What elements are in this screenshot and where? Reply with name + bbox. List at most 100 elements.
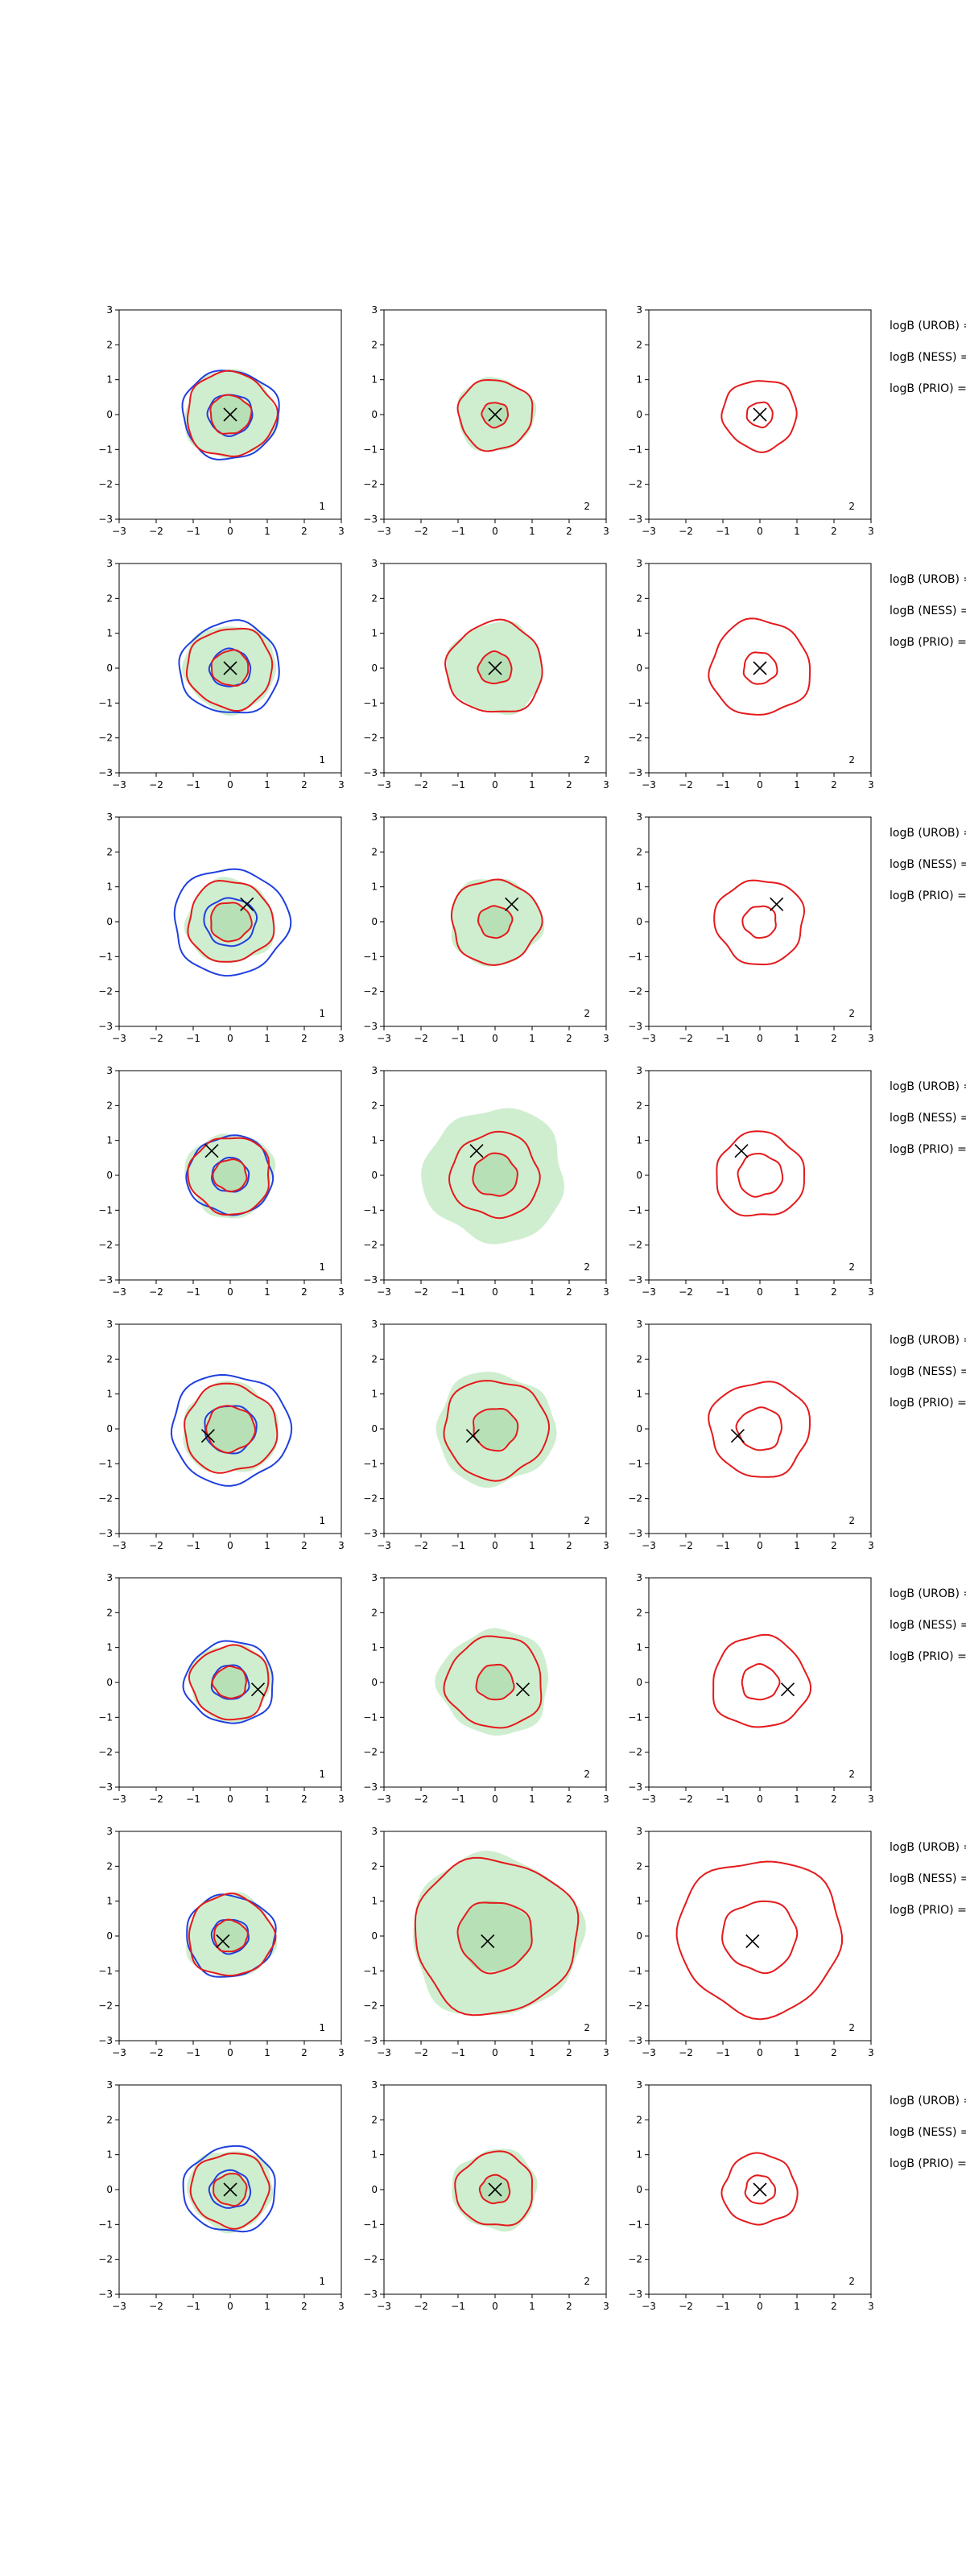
x-tick-label: 1	[529, 1033, 535, 1044]
x-tick-label: −3	[112, 779, 126, 791]
truth-marker	[753, 661, 767, 675]
y-tick-label: 3	[106, 1319, 113, 1330]
red-contour	[184, 1382, 279, 1474]
x-tick-label: −2	[679, 1540, 693, 1551]
x-tick-label: −2	[149, 1794, 163, 1805]
x-tick-label: −2	[679, 2301, 693, 2312]
panel-index-label: 2	[848, 1008, 855, 1019]
panel-r6-c3: −3−3 −2 −2 −1 −1 0 0 1 1 2 2 3 3 2	[628, 1572, 874, 1805]
y-tick-label: −3	[363, 1528, 378, 1539]
y-tick-label: −3	[363, 2289, 378, 2300]
x-tick-label: 3	[868, 2301, 874, 2312]
y-tick-label: 3	[636, 2079, 642, 2091]
panel-index-label: 2	[584, 1515, 590, 1526]
y-tick-label: −3	[363, 1021, 378, 1032]
x-tick-label: −1	[716, 2047, 730, 2058]
y-tick-label: 3	[106, 304, 113, 316]
x-tick-label: 0	[492, 1794, 498, 1805]
x-tick-label: −2	[414, 1794, 428, 1805]
x-tick-label: −1	[451, 1794, 465, 1805]
x-tick-label: −1	[451, 1286, 465, 1298]
y-tick-label: −2	[363, 2000, 378, 2012]
truth-marker	[515, 1682, 530, 1697]
y-tick-label: 1	[106, 1896, 113, 1907]
y-tick-label: 2	[636, 1100, 642, 1111]
logb-legend-line: logB (UROB) =	[890, 1080, 966, 1093]
axes-frame	[648, 1323, 872, 1534]
x-tick-label: −1	[186, 2047, 200, 2058]
x-tick-label: 1	[794, 526, 800, 537]
y-tick-label: −2	[628, 1493, 642, 1505]
red-contour	[708, 617, 811, 716]
y-tick-label: 0	[636, 1677, 642, 1688]
logb-legend-line: logB (PRIO) =	[890, 1143, 966, 1156]
panel-r5-c3: −3−3 −2 −2 −1 −1 0 0 1 1 2 2 3 3 2	[628, 1319, 874, 1551]
red-contour	[745, 401, 774, 429]
y-tick-label: −2	[363, 2254, 378, 2265]
red-contour	[720, 380, 798, 453]
y-tick-label: −3	[628, 514, 642, 525]
logb-legend-line: logB (PRIO) =	[890, 1650, 966, 1663]
x-tick-label: 1	[264, 2047, 270, 2058]
truth-marker	[488, 2182, 502, 2197]
panel-index-label: 1	[319, 754, 325, 766]
panel-r6-c2: −3−3 −2 −2 −1 −1 0 0 1 1 2 2 3 3 2	[363, 1572, 609, 1805]
x-tick-label: −1	[186, 1794, 200, 1805]
x-tick-label: −3	[642, 1033, 656, 1044]
x-tick-label: −1	[716, 1540, 730, 1551]
y-tick-label: −3	[628, 2035, 642, 2046]
red-contour	[473, 1407, 519, 1452]
y-tick-label: −2	[98, 479, 113, 490]
red-contour	[209, 394, 253, 435]
x-tick-label: 0	[227, 526, 233, 537]
blue-contour	[208, 2169, 252, 2209]
x-tick-label: −3	[112, 526, 126, 537]
panel-r5-c2: −3−3 −2 −2 −1 −1 0 0 1 1 2 2 3 3 2	[363, 1319, 609, 1551]
logb-legend-line: logB (PRIO) =	[890, 382, 966, 395]
y-tick-label: 3	[636, 1065, 642, 1076]
posterior-core-fill	[473, 1408, 518, 1451]
x-tick-label: 1	[794, 1540, 800, 1551]
y-tick-label: 0	[106, 916, 113, 927]
x-tick-label: 0	[492, 1540, 498, 1551]
red-contour	[211, 1665, 247, 1699]
y-tick-label: −3	[98, 1528, 113, 1539]
red-contour	[187, 879, 275, 963]
logb-legend-line: logB (UROB) =	[890, 2095, 966, 2107]
y-tick-label: 0	[371, 1170, 378, 1181]
red-contour	[741, 905, 777, 939]
x-tick-label: −3	[377, 1033, 391, 1044]
x-tick-label: 1	[794, 2301, 800, 2312]
y-tick-label: 3	[371, 1572, 378, 1583]
x-tick-label: −1	[451, 2301, 465, 2312]
blue-contour	[204, 1405, 258, 1455]
y-tick-label: −3	[98, 1274, 113, 1286]
y-tick-label: 0	[371, 1930, 378, 1942]
y-tick-label: 1	[636, 1389, 642, 1400]
y-tick-label: −2	[98, 1493, 113, 1505]
truth-marker	[223, 2182, 237, 2197]
x-tick-label: 3	[868, 1033, 874, 1044]
x-tick-label: 1	[794, 1794, 800, 1805]
y-tick-label: −2	[363, 733, 378, 744]
y-tick-label: 1	[106, 374, 113, 386]
panel-index-label: 2	[848, 1515, 855, 1526]
red-contour	[475, 1663, 515, 1701]
y-tick-label: 2	[636, 2114, 642, 2125]
y-tick-label: −1	[628, 444, 642, 455]
y-tick-label: 2	[371, 1607, 378, 1618]
x-tick-label: −3	[112, 1540, 126, 1551]
x-tick-label: −1	[186, 1033, 200, 1044]
y-tick-label: −1	[98, 1458, 113, 1469]
y-tick-label: −2	[98, 1747, 113, 1758]
blue-contour	[181, 369, 280, 460]
panel-r6-c1: −3−3 −2 −2 −1 −1 0 0 1 1 2 2 3 3 1	[98, 1572, 345, 1805]
red-contour	[213, 2173, 248, 2207]
y-tick-label: −3	[98, 514, 113, 525]
truth-marker	[488, 407, 502, 422]
x-tick-label: 2	[831, 2047, 837, 2058]
y-tick-label: −3	[363, 1274, 378, 1286]
panel-r3-c1: −3−3 −2 −2 −1 −1 0 0 1 1 2 2 3 3 1	[98, 811, 345, 1044]
x-tick-label: −1	[451, 779, 465, 791]
